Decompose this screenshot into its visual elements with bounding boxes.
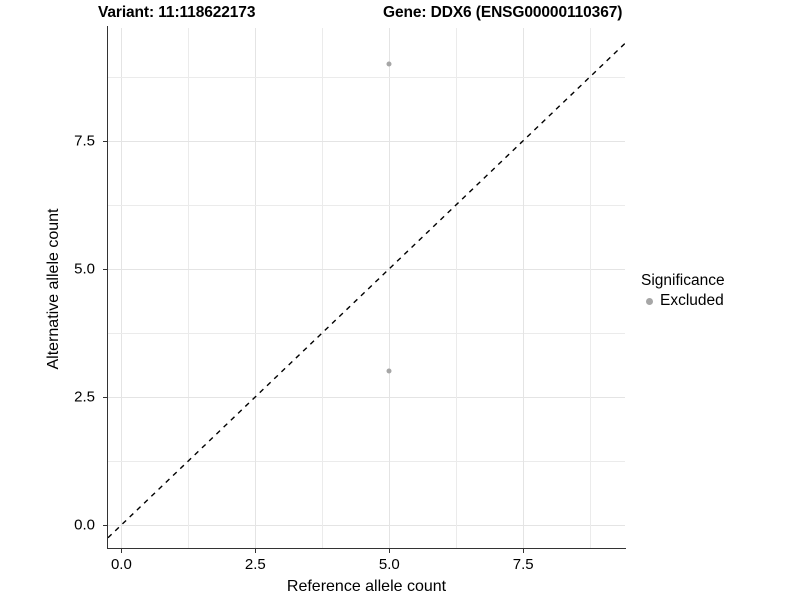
vertical-gridline — [456, 28, 458, 548]
identity-line — [108, 42, 625, 539]
horizontal-gridline — [108, 460, 625, 462]
horizontal-gridline — [108, 204, 625, 206]
y-tick — [103, 140, 107, 142]
horizontal-gridline — [108, 396, 625, 398]
horizontal-gridline — [108, 268, 625, 270]
y-tick-label: 5.0 — [74, 260, 95, 278]
horizontal-gridline — [108, 76, 625, 78]
vertical-gridline — [389, 28, 391, 548]
x-tick — [389, 549, 391, 553]
y-tick — [103, 396, 107, 398]
y-tick — [103, 524, 107, 526]
legend-item-label: Excluded — [660, 292, 724, 309]
y-tick-label: 0.0 — [74, 516, 95, 534]
x-tick-label: 7.5 — [512, 556, 534, 573]
y-tick-label: 2.5 — [74, 388, 95, 406]
vertical-gridline — [121, 28, 123, 548]
x-axis-line — [108, 548, 626, 550]
y-tick-labels: 0.0 2.5 5.0 7.5 — [0, 0, 98, 600]
vertical-gridline — [590, 28, 592, 548]
horizontal-gridline — [108, 332, 625, 334]
x-tick — [523, 549, 525, 553]
x-tick-label: 2.5 — [244, 556, 266, 573]
vertical-gridline — [322, 28, 324, 548]
horizontal-gridline — [108, 140, 625, 142]
variant-title: Variant: 11:118622173 — [98, 4, 256, 21]
y-axis-line — [107, 26, 109, 549]
data-point[interactable] — [386, 61, 392, 67]
x-tick-label: 5.0 — [378, 556, 400, 573]
vertical-gridline — [188, 28, 190, 548]
chart-title-row: Variant: 11:118622173 Gene: DDX6 (ENSG00… — [0, 4, 800, 26]
legend-title: Significance — [641, 272, 725, 289]
horizontal-gridline — [108, 524, 625, 526]
legend-dot-icon — [641, 293, 657, 309]
legend-item[interactable]: Excluded — [641, 292, 725, 310]
x-tick-label: 0.0 — [110, 556, 132, 573]
vertical-gridline — [523, 28, 525, 548]
plot-panel — [108, 28, 625, 548]
y-tick-label: 7.5 — [74, 132, 95, 150]
y-axis-title: Alternative allele count — [45, 208, 62, 370]
legend: Significance Excluded — [641, 272, 725, 310]
data-point[interactable] — [386, 368, 392, 374]
vertical-gridline — [255, 28, 257, 548]
legend-entries: Excluded — [641, 292, 725, 310]
x-axis-title: Reference allele count — [286, 578, 447, 595]
x-tick — [255, 549, 257, 553]
gene-title: Gene: DDX6 (ENSG00000110367) — [383, 4, 623, 21]
identity-reference-line — [108, 42, 625, 539]
y-tick — [103, 268, 107, 270]
x-tick — [121, 549, 123, 553]
